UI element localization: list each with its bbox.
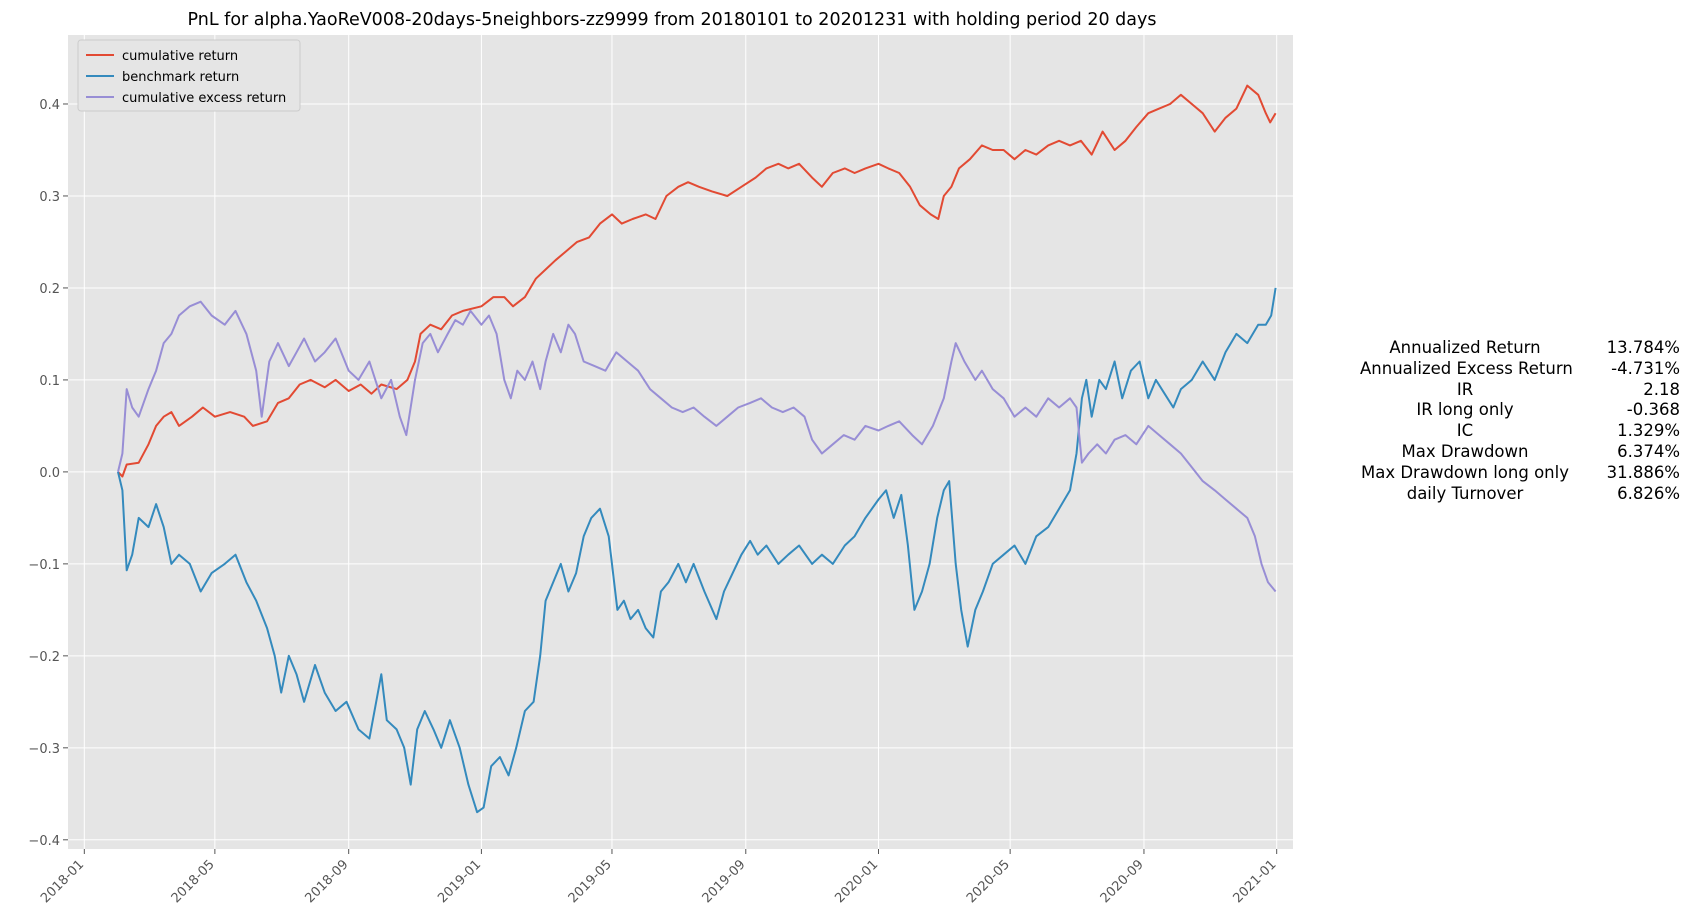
y-tick-label: 0.4 [39, 98, 60, 113]
grid-layer [68, 35, 1293, 849]
stat-row: Max Drawdown 6.374% [1360, 442, 1690, 463]
x-tick-label: 2018-01 [38, 857, 87, 906]
series-line-benchmark-return [117, 287, 1277, 814]
stat-row: Max Drawdown long only 31.886% [1360, 463, 1690, 484]
stat-value: 13.784% [1606, 338, 1680, 357]
stat-value: -0.368 [1626, 400, 1680, 420]
series-line-cumulative-return [117, 84, 1277, 478]
stat-value: 31.886% [1606, 462, 1680, 482]
y-tick-label: 0.2 [39, 282, 60, 297]
stat-label: IR long only [1416, 400, 1514, 420]
stat-label: IR [1456, 379, 1474, 399]
y-tick-label: −0.2 [28, 650, 60, 665]
x-tick-label: 2019-09 [700, 857, 749, 906]
stat-label: Max Drawdown [1401, 441, 1529, 461]
legend-label: cumulative excess return [122, 91, 286, 106]
legend-label: cumulative return [122, 49, 238, 64]
stat-row: IR long only -0.368 [1360, 400, 1690, 421]
x-tick-label: 2019-01 [435, 857, 484, 906]
stat-label: daily Turnover [1406, 483, 1524, 503]
stat-row: IR 2.18 [1360, 380, 1690, 401]
y-tick-label: 0.1 [39, 374, 60, 389]
stat-row: daily Turnover 6.826% [1360, 484, 1690, 505]
x-tick-label: 2020-05 [964, 857, 1013, 906]
x-tick-label: 2018-05 [169, 857, 218, 906]
x-tick-label: 2020-01 [832, 857, 881, 906]
series-layer [117, 84, 1277, 814]
stat-row: IC 1.329% [1360, 421, 1690, 442]
stat-value: 2.18 [1643, 379, 1680, 399]
x-tick-label: 2018-09 [302, 857, 351, 906]
x-tick-label: 2019-05 [566, 857, 615, 906]
stat-row: Annualized Excess Return -4.731% [1360, 359, 1690, 380]
y-tick-label: 0.0 [39, 466, 60, 481]
stat-value: 1.329% [1617, 421, 1680, 441]
stat-value: -4.731% [1611, 358, 1680, 378]
plot-area [68, 35, 1293, 849]
stat-label: Annualized Return [1389, 338, 1541, 357]
legend: cumulative return benchmark return cumulat… [77, 39, 301, 112]
stat-value: 6.826% [1617, 483, 1680, 503]
legend-label: benchmark return [122, 70, 239, 85]
series-line-cumulative-excess-return [117, 300, 1277, 593]
y-tick-label: −0.1 [28, 558, 60, 573]
y-tick-label: −0.4 [28, 834, 60, 849]
stats-table: Annualized Return 13.784% Annualized Exces… [1360, 338, 1690, 504]
stat-label: IC [1456, 421, 1474, 441]
legend-box [77, 39, 301, 112]
x-tick-label: 2020-09 [1098, 857, 1147, 906]
stat-label: Annualized Excess Return [1360, 358, 1573, 378]
stat-value: 6.374% [1617, 441, 1680, 461]
x-tick-label: 2021-01 [1230, 857, 1279, 906]
y-tick-label: 0.3 [39, 190, 60, 205]
chart-title: PnL for alpha.YaoReV008-20days-5neighbor… [188, 10, 1157, 30]
stat-row: Annualized Return 13.784% [1360, 338, 1690, 359]
stat-label: Max Drawdown long only [1361, 462, 1569, 482]
y-tick-label: −0.3 [28, 742, 60, 757]
